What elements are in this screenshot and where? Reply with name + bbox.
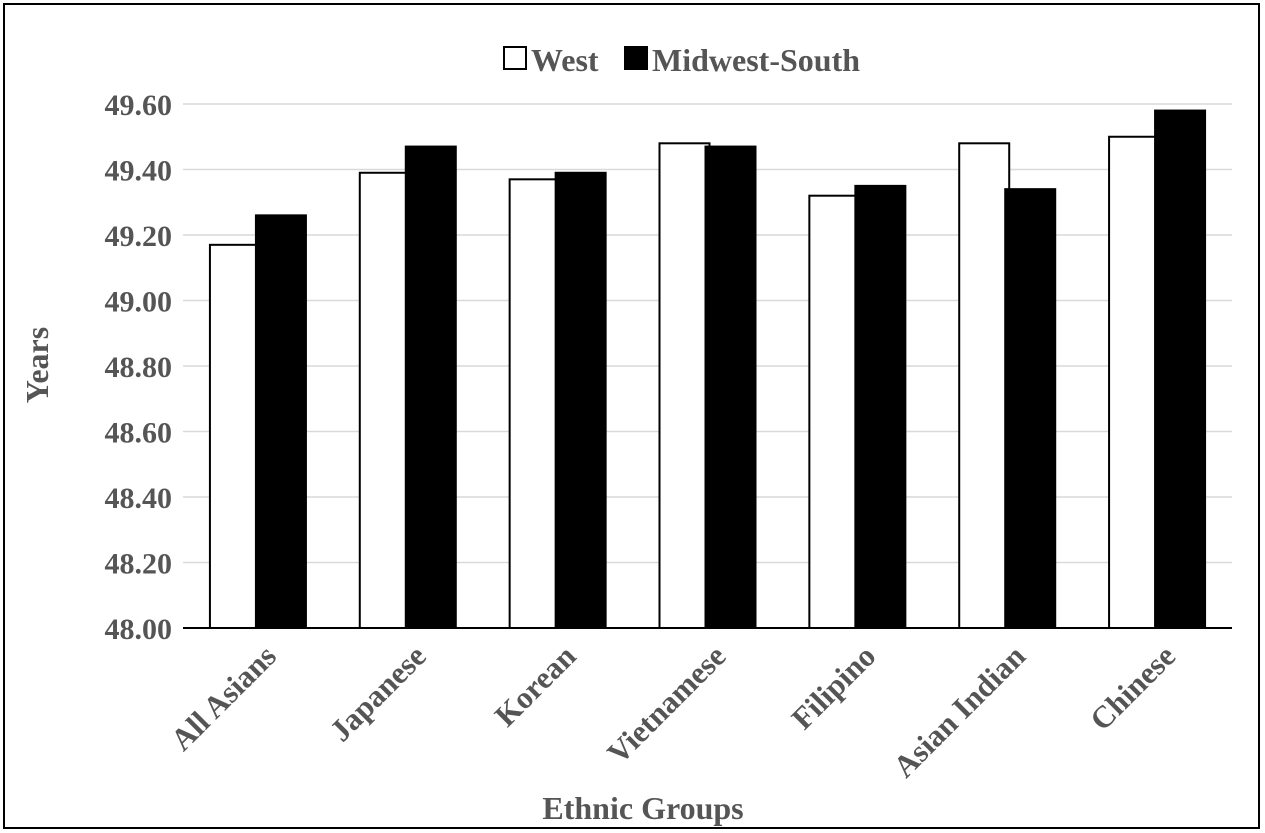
x-category-label: Asian Indian [886,638,1032,784]
legend-swatch-midwest-south [624,46,648,70]
y-tick-label: 48.00 [105,613,173,646]
bar-midwest-south-filipino [854,184,907,629]
legend: West Midwest-South [503,42,860,78]
y-axis-title: Years [19,327,55,403]
bar-midwest-south-all-asians [254,214,307,629]
bar-west-japanese [358,171,411,629]
bar-west-chinese [1108,135,1161,629]
bar-west-vietnamese [658,142,711,630]
x-category-labels: All Asians Japanese Korean Vietnamese Filipi… [164,638,1182,784]
legend-swatch-west [503,46,527,70]
x-category-label: Chinese [1083,638,1182,737]
bar-midwest-south-asian-indian [1004,188,1057,629]
bar-west-korean [508,178,561,629]
y-tick-label: 49.20 [105,220,173,253]
y-tick-label: 49.40 [105,155,173,188]
bar-midwest-south-japanese [404,145,457,629]
bar-west-asian-indian [958,142,1011,630]
y-tick-label: 49.60 [105,89,173,122]
bar-midwest-south-vietnamese [704,145,757,629]
bar-midwest-south-chinese [1154,109,1207,630]
y-tick-label: 48.80 [105,351,173,384]
y-tick-label: 49.00 [105,286,173,319]
y-tick-label: 48.20 [105,548,173,581]
y-tick-label: 48.60 [105,417,173,450]
bar-west-all-asians [208,243,261,629]
x-axis-title: Ethnic Groups [542,790,743,826]
bar-west-filipino [808,194,861,629]
bar-midwest-south-korean [554,171,607,629]
legend-label-midwest-south: Midwest-South [652,42,860,78]
x-category-label: Japanese [323,638,433,748]
y-tick-label: 48.40 [105,482,173,515]
y-tick-labels: 48.00 48.20 48.40 48.60 48.80 49.00 49.20 49.40… [105,89,173,646]
x-category-label: Vietnamese [600,638,732,770]
x-category-label: All Asians [164,638,283,757]
legend-label-west: West [531,42,599,78]
x-category-label: Filipino [784,638,882,736]
x-category-label: Korean [488,638,583,733]
bars [208,109,1207,630]
